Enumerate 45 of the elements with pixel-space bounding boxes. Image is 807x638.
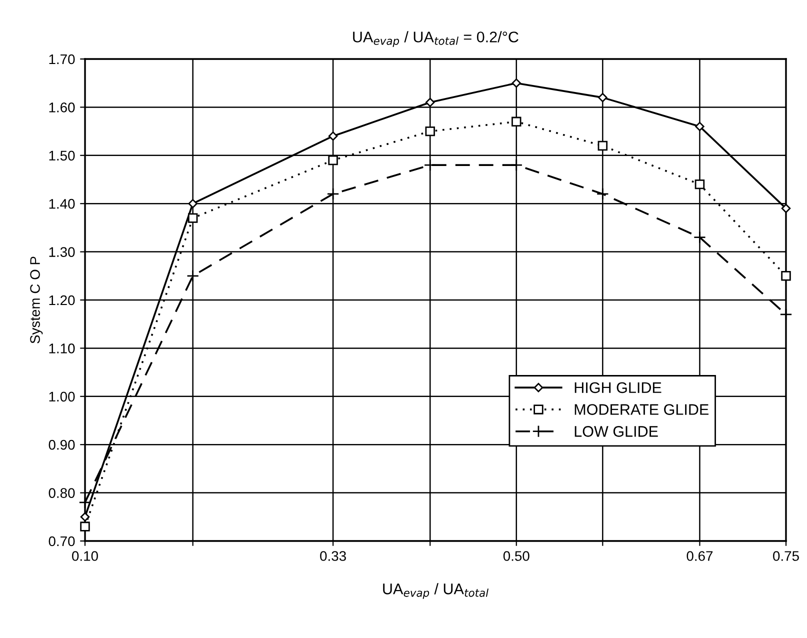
point [596,188,609,200]
point [425,98,435,108]
point [80,522,90,532]
y-tick-label: 1.30 [49,247,75,257]
point [186,270,200,282]
chart-title: UA$_{evap}$ / UA$_{total}$ = 0.2/°C [353,31,518,47]
legend-label: MODERATE GLIDE [574,404,709,415]
point [425,126,435,136]
point [188,198,198,208]
y-tick-label: 1.50 [49,150,75,161]
point [598,140,608,151]
point [781,204,791,214]
x-tick-label: 0.10 [72,551,98,561]
point [694,179,705,190]
point [512,116,522,127]
point [512,78,522,88]
x-tick-label: 0.67 [686,551,713,561]
x-tick-label: 0.75 [773,551,799,561]
point [326,188,340,200]
y-tick-label: 1.20 [49,295,75,306]
point [693,231,706,244]
point [781,271,791,281]
point [188,213,198,223]
point [780,308,792,321]
x-tick-label: 0.33 [320,551,346,561]
y-tick-label: 1.10 [49,344,75,354]
x-axis-title: UA$_{evap}$ / UA$_{total}$ [383,583,488,599]
point [510,158,523,172]
x-tick-label: 0.50 [503,551,530,561]
y-tick-label: 0.80 [48,488,75,498]
legend-label: LOW GLIDE [574,426,658,437]
point [598,92,608,102]
point [695,122,704,132]
y-tick-label: 1.40 [49,198,75,209]
y-axis-title: System C O P [30,256,43,344]
y-tick-label: 0.90 [48,440,75,450]
y-tick-label: 1.60 [49,102,75,112]
point [328,131,338,141]
point [78,496,92,509]
point [328,155,338,166]
point [424,158,436,172]
y-tick-label: 1.70 [49,54,75,64]
y-tick-label: 1.00 [49,392,75,402]
legend-label: HIGH GLIDE [574,382,662,394]
y-tick-label: 0.70 [48,536,75,546]
